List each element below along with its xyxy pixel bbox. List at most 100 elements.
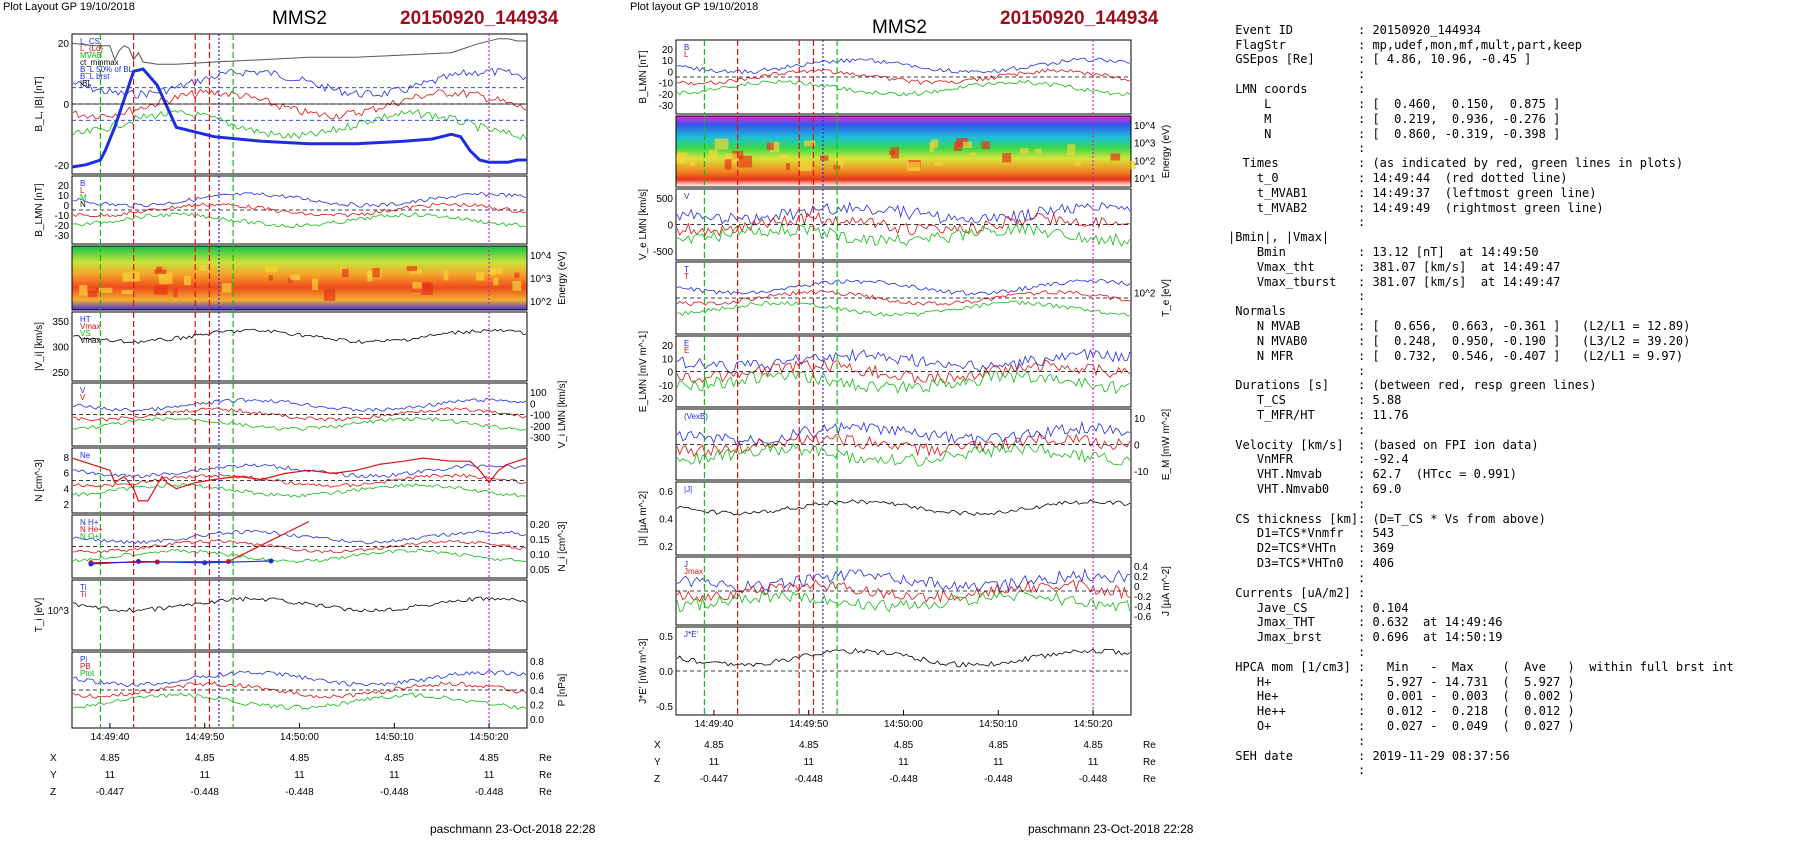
summary-key: Vmax_tht	[1228, 259, 1315, 274]
coord-value: 11	[200, 770, 211, 781]
summary-row: Jave_CS: 0.104	[1228, 601, 1788, 616]
density-curve	[71, 457, 528, 502]
summary-value: : 543	[1358, 526, 1395, 541]
summary-value: :	[1358, 422, 1366, 437]
coord-unit: Re	[1143, 774, 1156, 785]
y-tick-label: 20	[58, 181, 70, 192]
y-tick-label: 2	[63, 500, 69, 511]
summary-value: : -92.4	[1358, 452, 1409, 467]
summary-key: Vmax_tburst	[1228, 274, 1337, 289]
spectrogram-patch	[766, 142, 774, 150]
legend-entry: N H+	[80, 518, 99, 527]
y-tick-label: 300	[52, 343, 69, 354]
legend-entry: E	[684, 339, 689, 348]
summary-key: He+	[1228, 689, 1279, 704]
coord-value: -0.448	[475, 787, 504, 798]
y-tick-label: -30	[55, 231, 70, 242]
legend-entry: L	[684, 50, 689, 59]
coord-value: -0.448	[380, 787, 409, 798]
summary-value: : 5.927 - 14.731 ( 5.927 )	[1358, 674, 1575, 689]
summary-row: :	[1228, 571, 1788, 586]
legend-entry: J	[684, 560, 688, 569]
y-axis-label: B_LMN [nT]	[34, 183, 45, 237]
y-tick-label: 0.6	[659, 487, 673, 498]
summary-row: He+: 0.001 - 0.003 ( 0.002 )	[1228, 689, 1788, 704]
summary-value: : 69.0	[1358, 482, 1402, 496]
y-axis-label: V_i LMN [km/s]	[557, 380, 568, 448]
summary-key: Durations [s]	[1228, 378, 1330, 393]
legend-entry: VS	[80, 329, 91, 338]
summary-row: :	[1228, 645, 1788, 660]
summary-value: :	[1358, 289, 1366, 304]
spectrogram-patch	[421, 282, 431, 291]
y-tick-label: 10	[662, 354, 674, 365]
spectrogram	[676, 116, 1131, 187]
y-axis-label: P [nPa]	[557, 673, 568, 706]
spectrogram-patch	[934, 161, 944, 166]
summary-value: : (between red, resp green lines)	[1358, 378, 1597, 393]
summary-value: :	[1358, 141, 1366, 156]
legend-entry: B_L 50% of BL	[80, 65, 134, 74]
coord-value: -0.448	[889, 774, 918, 785]
summary-row: :	[1228, 364, 1788, 379]
y-tick-label: 10^3	[1134, 139, 1156, 150]
legend-entry: |B|	[80, 79, 90, 88]
series-line	[676, 57, 1131, 75]
summary-row: SEH date: 2019-11-29 08:37:56	[1228, 749, 1788, 764]
summary-key: HPCA mom [1/cm3]	[1228, 659, 1351, 674]
coord-unit: Re	[1143, 757, 1156, 768]
x-tick-label: 14:50:20	[470, 732, 509, 743]
summary-value: : [ 0.732, 0.546, -0.407 ] (L2/L1 = 9.97…	[1358, 348, 1684, 363]
spectrogram-patch	[799, 160, 812, 171]
spectrogram-patch	[312, 278, 319, 290]
summary-row: :	[1228, 497, 1788, 512]
coord-value: 11	[898, 757, 909, 768]
spectrogram-patch	[803, 140, 816, 147]
y-tick-label: 20	[58, 39, 70, 50]
panel-je: 0.5 0.0 -0.5 J*E' [nW m^-3] J*E'	[638, 626, 1132, 716]
x-tick-label: 14:49:40	[90, 732, 129, 743]
series-line	[72, 692, 527, 710]
legend-entry: J*E'	[684, 630, 698, 639]
series-line	[72, 202, 527, 218]
ni-hplus-line	[90, 520, 310, 564]
summary-row: O+: 0.027 - 0.049 ( 0.027 )	[1228, 719, 1788, 734]
coord-value: 11	[294, 770, 305, 781]
y-tick-label: -500	[653, 247, 673, 258]
spectrogram-patch	[411, 288, 423, 293]
summary-row: D3=TCS*VHTn0: 406	[1228, 556, 1788, 571]
y-tick-label: -0.2	[1134, 592, 1152, 603]
summary-key: LMN coords	[1228, 82, 1308, 97]
summary-row: :	[1228, 67, 1788, 82]
series-line	[676, 289, 1131, 307]
bl-smooth-curve	[71, 67, 527, 169]
spectrogram-patch	[372, 268, 380, 278]
series-line	[677, 300, 1131, 317]
y-axis-label: T_e [eV]	[1161, 279, 1172, 317]
summary-value: : 13.12 [nT] at 14:49:50	[1358, 245, 1539, 259]
summary-key: VnMFR	[1228, 452, 1294, 467]
spectrogram-patch	[1019, 148, 1029, 154]
spectrogram-patch	[514, 272, 520, 278]
legend-entry: ct_minmax	[80, 58, 119, 67]
y-tick-label: 10	[1134, 414, 1146, 425]
series-line	[72, 463, 527, 479]
series-line	[72, 596, 527, 613]
summary-value: : (as indicated by red, green lines in p…	[1358, 156, 1684, 171]
summary-row	[1228, 8, 1788, 23]
summary-key: Normals	[1228, 304, 1286, 319]
y-tick-label: 0.2	[1134, 572, 1148, 583]
summary-row: T_MFR/HT: 11.76	[1228, 408, 1788, 423]
series-line	[676, 279, 1131, 296]
summary-row: Bmin: 13.12 [nT] at 14:49:50	[1228, 245, 1788, 260]
legend-entry: Ptot	[80, 669, 95, 678]
spectrogram-patch	[834, 156, 844, 163]
y-tick-label: -0.6	[1134, 612, 1152, 623]
y-tick-label: 0	[667, 67, 673, 78]
coord-value: 4.85	[704, 740, 724, 751]
spectrogram-patch	[488, 270, 496, 276]
y-axis-label: J [µA m^-2]	[1161, 566, 1172, 616]
summary-value: : 14:49:44 (red dotted line)	[1358, 170, 1568, 185]
spectrogram-patch	[969, 152, 976, 157]
